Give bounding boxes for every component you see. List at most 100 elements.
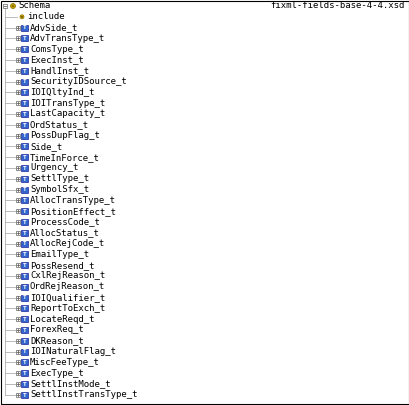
Text: LocateReqd_t: LocateReqd_t	[30, 315, 94, 324]
Bar	[16, 80, 20, 83]
Bar	[21, 176, 28, 182]
Text: T: T	[22, 230, 26, 236]
Bar	[21, 219, 28, 225]
Bar	[21, 230, 28, 236]
Bar	[21, 122, 28, 128]
Bar	[16, 393, 20, 397]
Circle shape	[12, 5, 14, 7]
Bar	[21, 262, 28, 268]
Bar	[16, 382, 20, 386]
Text: T: T	[22, 188, 26, 192]
Bar	[16, 155, 20, 159]
Bar	[16, 360, 20, 364]
Text: ComsType_t: ComsType_t	[30, 45, 83, 54]
Text: T: T	[22, 252, 26, 257]
Bar	[16, 317, 20, 321]
Text: CxlRejReason_t: CxlRejReason_t	[30, 271, 105, 281]
Bar	[16, 145, 20, 148]
Text: OrdRejReason_t: OrdRejReason_t	[30, 282, 105, 291]
Bar	[16, 36, 20, 40]
Bar	[16, 123, 20, 127]
Bar	[21, 90, 28, 96]
Text: IOINaturalFlag_t: IOINaturalFlag_t	[30, 347, 116, 356]
Bar	[21, 316, 28, 322]
Bar	[21, 349, 28, 355]
Bar	[16, 69, 20, 73]
Bar	[21, 143, 28, 149]
Bar	[16, 371, 20, 375]
Bar	[16, 263, 20, 267]
Text: Schema: Schema	[18, 2, 50, 11]
Bar	[16, 101, 20, 105]
Bar	[21, 359, 28, 365]
Bar	[16, 198, 20, 202]
Text: T: T	[22, 274, 26, 279]
Text: IOIQualifier_t: IOIQualifier_t	[30, 293, 105, 302]
Bar	[21, 100, 28, 106]
Text: MiscFeeType_t: MiscFeeType_t	[30, 358, 100, 367]
Bar	[16, 220, 20, 224]
Bar	[16, 285, 20, 289]
Bar	[16, 242, 20, 245]
Text: ExecInst_t: ExecInst_t	[30, 55, 83, 64]
Text: T: T	[22, 90, 26, 95]
Bar	[21, 327, 28, 333]
Bar	[21, 165, 28, 171]
Bar	[21, 305, 28, 311]
Bar	[21, 46, 28, 52]
Circle shape	[20, 15, 24, 19]
Bar	[16, 350, 20, 354]
Text: T: T	[22, 58, 26, 63]
Bar	[16, 209, 20, 213]
Bar	[16, 188, 20, 192]
Text: DKReason_t: DKReason_t	[30, 336, 83, 345]
Text: SymbolSfx_t: SymbolSfx_t	[30, 185, 89, 194]
Bar	[16, 307, 20, 310]
Bar	[16, 328, 20, 332]
Text: ReportToExch_t: ReportToExch_t	[30, 304, 105, 313]
Text: T: T	[22, 177, 26, 181]
Text: IOIQltyInd_t: IOIQltyInd_t	[30, 88, 94, 97]
Bar	[21, 273, 28, 279]
Bar	[16, 134, 20, 138]
Bar	[16, 177, 20, 181]
Text: IOITransType_t: IOITransType_t	[30, 99, 105, 108]
Bar	[3, 4, 7, 8]
Text: T: T	[22, 133, 26, 139]
Bar	[21, 208, 28, 214]
Text: T: T	[22, 339, 26, 343]
Bar	[21, 338, 28, 344]
Bar	[16, 339, 20, 343]
Text: PossDupFlag_t: PossDupFlag_t	[30, 131, 100, 140]
Bar	[21, 294, 28, 301]
Bar	[21, 187, 28, 193]
Text: T: T	[22, 371, 26, 376]
Bar	[21, 79, 28, 85]
Circle shape	[21, 16, 23, 17]
Bar	[21, 370, 28, 376]
Text: fixml-fields-base-4-4.xsd: fixml-fields-base-4-4.xsd	[270, 2, 404, 11]
Text: T: T	[22, 101, 26, 106]
Text: Side_t: Side_t	[30, 142, 62, 151]
Bar	[16, 296, 20, 300]
Bar	[21, 132, 28, 139]
Circle shape	[11, 4, 16, 9]
Text: T: T	[22, 295, 26, 301]
Text: T: T	[22, 79, 26, 84]
Text: T: T	[22, 306, 26, 311]
Text: AdvSide_t: AdvSide_t	[30, 23, 78, 32]
Text: T: T	[22, 166, 26, 171]
Text: EmailType_t: EmailType_t	[30, 250, 89, 259]
Text: TimeInForce_t: TimeInForce_t	[30, 153, 100, 162]
Bar	[21, 57, 28, 63]
Text: T: T	[22, 144, 26, 149]
Bar	[16, 26, 20, 30]
Text: T: T	[22, 382, 26, 387]
Text: T: T	[22, 155, 26, 160]
Bar	[21, 25, 28, 31]
Text: Urgency_t: Urgency_t	[30, 164, 78, 173]
Text: ProcessCode_t: ProcessCode_t	[30, 217, 100, 226]
Text: SettlInstTransType_t: SettlInstTransType_t	[30, 390, 137, 399]
Text: T: T	[22, 241, 26, 246]
Text: LastCapacity_t: LastCapacity_t	[30, 109, 105, 119]
